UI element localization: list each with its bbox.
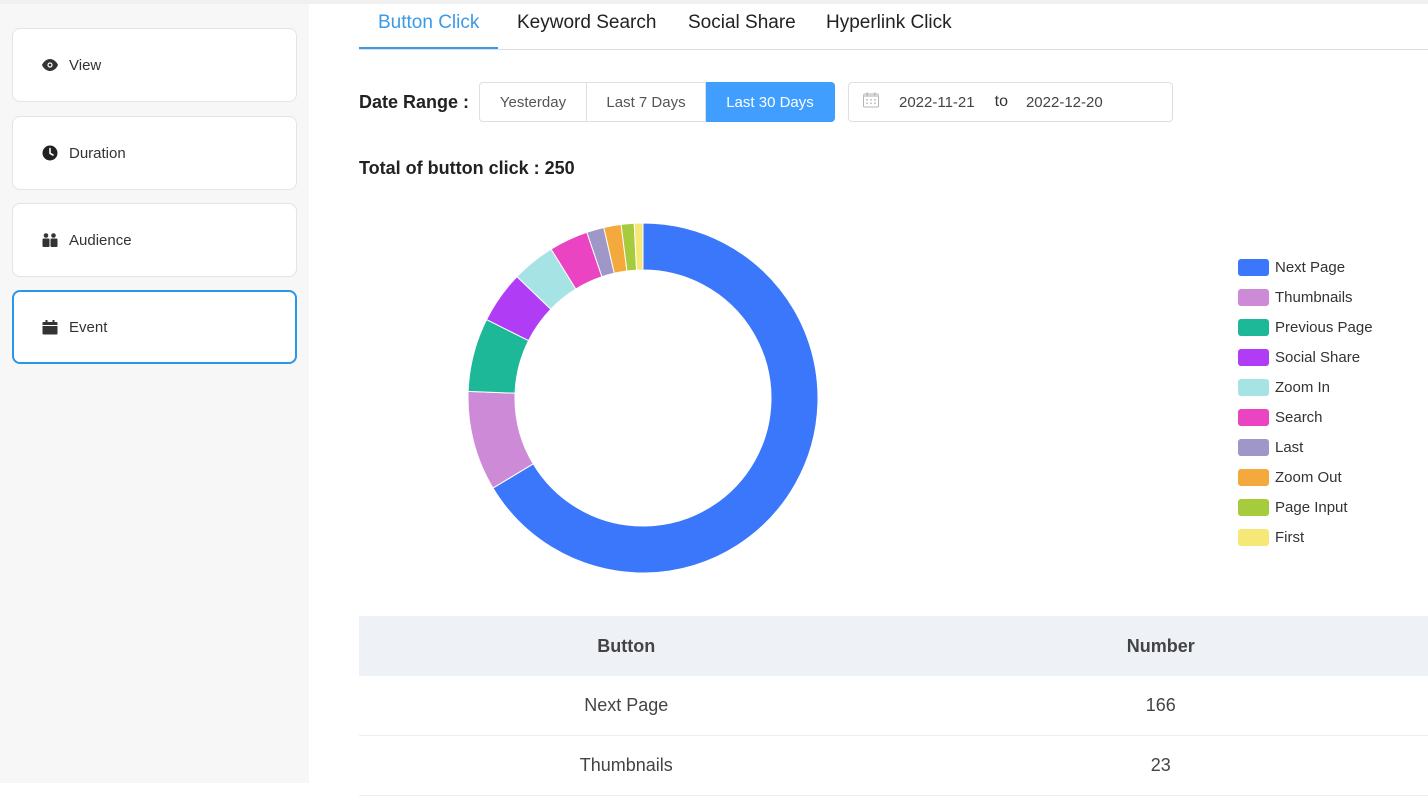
legend-swatch — [1238, 409, 1269, 426]
sidebar: View Duration Audience Event — [0, 4, 309, 783]
date-range-buttons: Yesterday Last 7 Days Last 30 Days — [479, 82, 835, 122]
legend-item-search[interactable]: Search — [1238, 402, 1373, 432]
people-icon — [41, 231, 59, 249]
legend-item-social-share[interactable]: Social Share — [1238, 342, 1373, 372]
eye-icon — [41, 56, 59, 74]
legend-label: Thumbnails — [1275, 289, 1353, 306]
calendar-icon — [41, 318, 59, 336]
last-30-days-button[interactable]: Last 30 Days — [706, 82, 835, 122]
table-header: Button Number — [359, 616, 1428, 676]
cell-button: Next Page — [359, 695, 894, 716]
sidebar-item-duration[interactable]: Duration — [12, 116, 297, 190]
main-content: Button Click Keyword Search Social Share… — [309, 4, 1428, 783]
legend-item-previous-page[interactable]: Previous Page — [1238, 312, 1373, 342]
legend-swatch — [1238, 259, 1269, 276]
last-7-days-button[interactable]: Last 7 Days — [587, 82, 706, 122]
sidebar-item-label: View — [69, 57, 101, 74]
legend-label: Last — [1275, 439, 1303, 456]
legend-label: Search — [1275, 409, 1323, 426]
legend-swatch — [1238, 439, 1269, 456]
sidebar-item-label: Audience — [69, 232, 132, 249]
legend-swatch — [1238, 499, 1269, 516]
legend-item-first[interactable]: First — [1238, 522, 1373, 552]
sidebar-item-view[interactable]: View — [12, 28, 297, 102]
cell-number: 166 — [894, 695, 1428, 716]
event-tabs: Button Click Keyword Search Social Share… — [359, 4, 1428, 50]
date-range-label: Date Range : — [359, 92, 469, 113]
date-range-picker[interactable]: 2022-11-21 to 2022-12-20 — [848, 82, 1173, 122]
legend-label: Next Page — [1275, 259, 1345, 276]
cell-number: 23 — [894, 755, 1428, 776]
legend-item-next-page[interactable]: Next Page — [1238, 252, 1373, 282]
yesterday-button[interactable]: Yesterday — [479, 82, 587, 122]
legend-label: Social Share — [1275, 349, 1360, 366]
legend-swatch — [1238, 379, 1269, 396]
sidebar-item-label: Event — [69, 319, 107, 336]
table-row: Thumbnails 23 — [359, 736, 1428, 796]
legend-item-page-input[interactable]: Page Input — [1238, 492, 1373, 522]
legend-item-zoom-in[interactable]: Zoom In — [1238, 372, 1373, 402]
legend-label: Previous Page — [1275, 319, 1373, 336]
date-separator: to — [995, 93, 1008, 111]
active-tab-indicator — [359, 47, 498, 49]
total-count: Total of button click : 250 — [359, 158, 575, 179]
column-header-button: Button — [359, 636, 894, 657]
donut-chart — [439, 194, 847, 602]
tab-hyperlink-click[interactable]: Hyperlink Click — [826, 12, 952, 34]
column-header-number: Number — [894, 636, 1428, 657]
legend-item-zoom-out[interactable]: Zoom Out — [1238, 462, 1373, 492]
legend-swatch — [1238, 349, 1269, 366]
table-row: Next Page 166 — [359, 676, 1428, 736]
legend-swatch — [1238, 319, 1269, 336]
legend-item-last[interactable]: Last — [1238, 432, 1373, 462]
tab-social-share[interactable]: Social Share — [688, 12, 796, 34]
legend-label: Page Input — [1275, 499, 1348, 516]
legend-label: Zoom In — [1275, 379, 1330, 396]
chart-legend: Next Page Thumbnails Previous Page Social S… — [1238, 252, 1373, 552]
sidebar-item-label: Duration — [69, 145, 126, 162]
legend-label: Zoom Out — [1275, 469, 1342, 486]
end-date-input[interactable]: 2022-12-20 — [1026, 94, 1103, 111]
start-date-input[interactable]: 2022-11-21 — [899, 94, 975, 111]
legend-item-thumbnails[interactable]: Thumbnails — [1238, 282, 1373, 312]
legend-swatch — [1238, 469, 1269, 486]
legend-swatch — [1238, 529, 1269, 546]
legend-label: First — [1275, 529, 1304, 546]
button-table: Button Number Next Page 166 Thumbnails 2… — [359, 616, 1428, 796]
tab-keyword-search[interactable]: Keyword Search — [517, 12, 656, 34]
calendar-icon — [863, 92, 879, 112]
cell-button: Thumbnails — [359, 755, 894, 776]
clock-icon — [41, 144, 59, 162]
sidebar-item-event[interactable]: Event — [12, 290, 297, 364]
legend-swatch — [1238, 289, 1269, 306]
tab-button-click[interactable]: Button Click — [378, 12, 479, 34]
sidebar-item-audience[interactable]: Audience — [12, 203, 297, 277]
